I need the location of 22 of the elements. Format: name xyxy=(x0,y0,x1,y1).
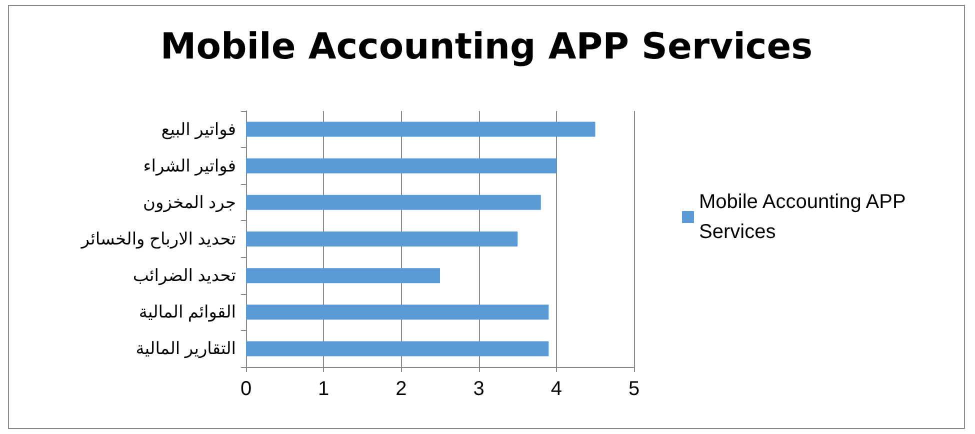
bar xyxy=(246,158,556,174)
x-tick-label: 4 xyxy=(550,378,562,400)
bar xyxy=(246,268,440,284)
y-tick-label: جرد المخزون xyxy=(143,192,236,213)
y-tick-label: تحديد الارباح والخسائر xyxy=(80,230,236,250)
bar xyxy=(246,232,518,246)
bar xyxy=(246,194,541,210)
bar xyxy=(246,341,549,356)
y-tick-label: فواتير البيع xyxy=(161,120,236,140)
x-tick-label: 2 xyxy=(396,378,407,400)
x-tick-label: 3 xyxy=(473,378,484,400)
y-tick-label: التقارير المالية xyxy=(136,339,236,360)
y-tick-label: فواتير الشراء xyxy=(143,156,236,176)
x-tick-label: 5 xyxy=(628,378,640,400)
y-tick-label: القوائم المالية xyxy=(138,302,236,323)
bar xyxy=(246,304,549,320)
legend-label: Mobile Accounting APP Services xyxy=(699,191,911,243)
x-tick-label: 0 xyxy=(240,378,252,400)
bar xyxy=(246,122,596,137)
y-tick-label: تحديد الضرائب xyxy=(132,266,236,286)
chart-title: Mobile Accounting APP Services xyxy=(160,26,813,68)
x-tick-label: 1 xyxy=(318,378,330,400)
